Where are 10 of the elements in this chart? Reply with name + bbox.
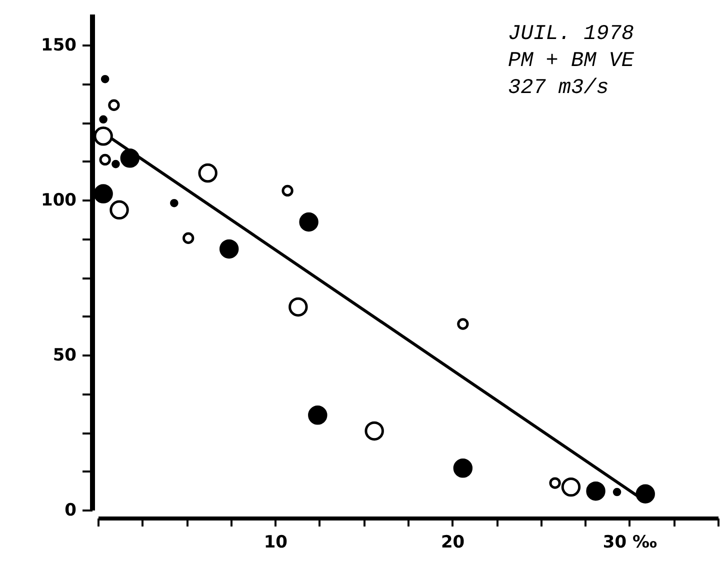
y-tick-label: 0	[64, 500, 77, 520]
y-tick-label: 150	[41, 36, 77, 56]
x-tick-label: 20	[440, 532, 465, 552]
annotation: PM + BM VE	[508, 50, 634, 73]
annotation: 327 m3/s	[508, 77, 609, 100]
x-tick-label: 30 ‰	[602, 532, 658, 552]
annotation: JUIL. 1978	[508, 23, 634, 46]
y-tick-label: 50	[52, 346, 77, 366]
x-tick-label: 10	[264, 532, 288, 552]
y-tick-label: 100	[41, 190, 77, 210]
